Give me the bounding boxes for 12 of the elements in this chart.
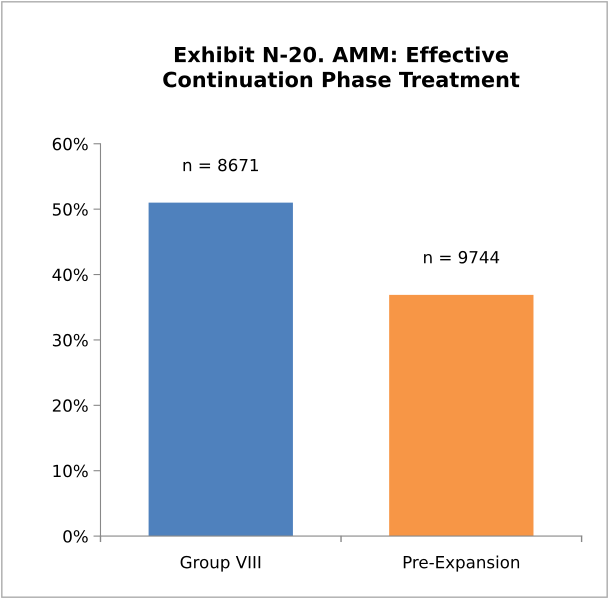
y-tick-label: 0% [63, 530, 88, 543]
y-tick-label: 30% [52, 334, 88, 346]
chart-title: Exhibit N-20. AMM: Effective Continuation Phase Treatment [163, 46, 520, 88]
y-tick-label: 20% [52, 399, 88, 412]
x-tick-label: Group VIII [180, 556, 260, 572]
annotation: n = 8671 [184, 158, 258, 172]
y-tick-label: 40% [52, 268, 88, 282]
annotation: n = 9744 [424, 250, 500, 264]
y-tick-label: 10% [53, 464, 88, 478]
x-tick-label: Pre-Expansion [404, 556, 520, 572]
y-tick-label: 50% [52, 203, 88, 216]
y-tick-label: 60% [52, 138, 88, 150]
